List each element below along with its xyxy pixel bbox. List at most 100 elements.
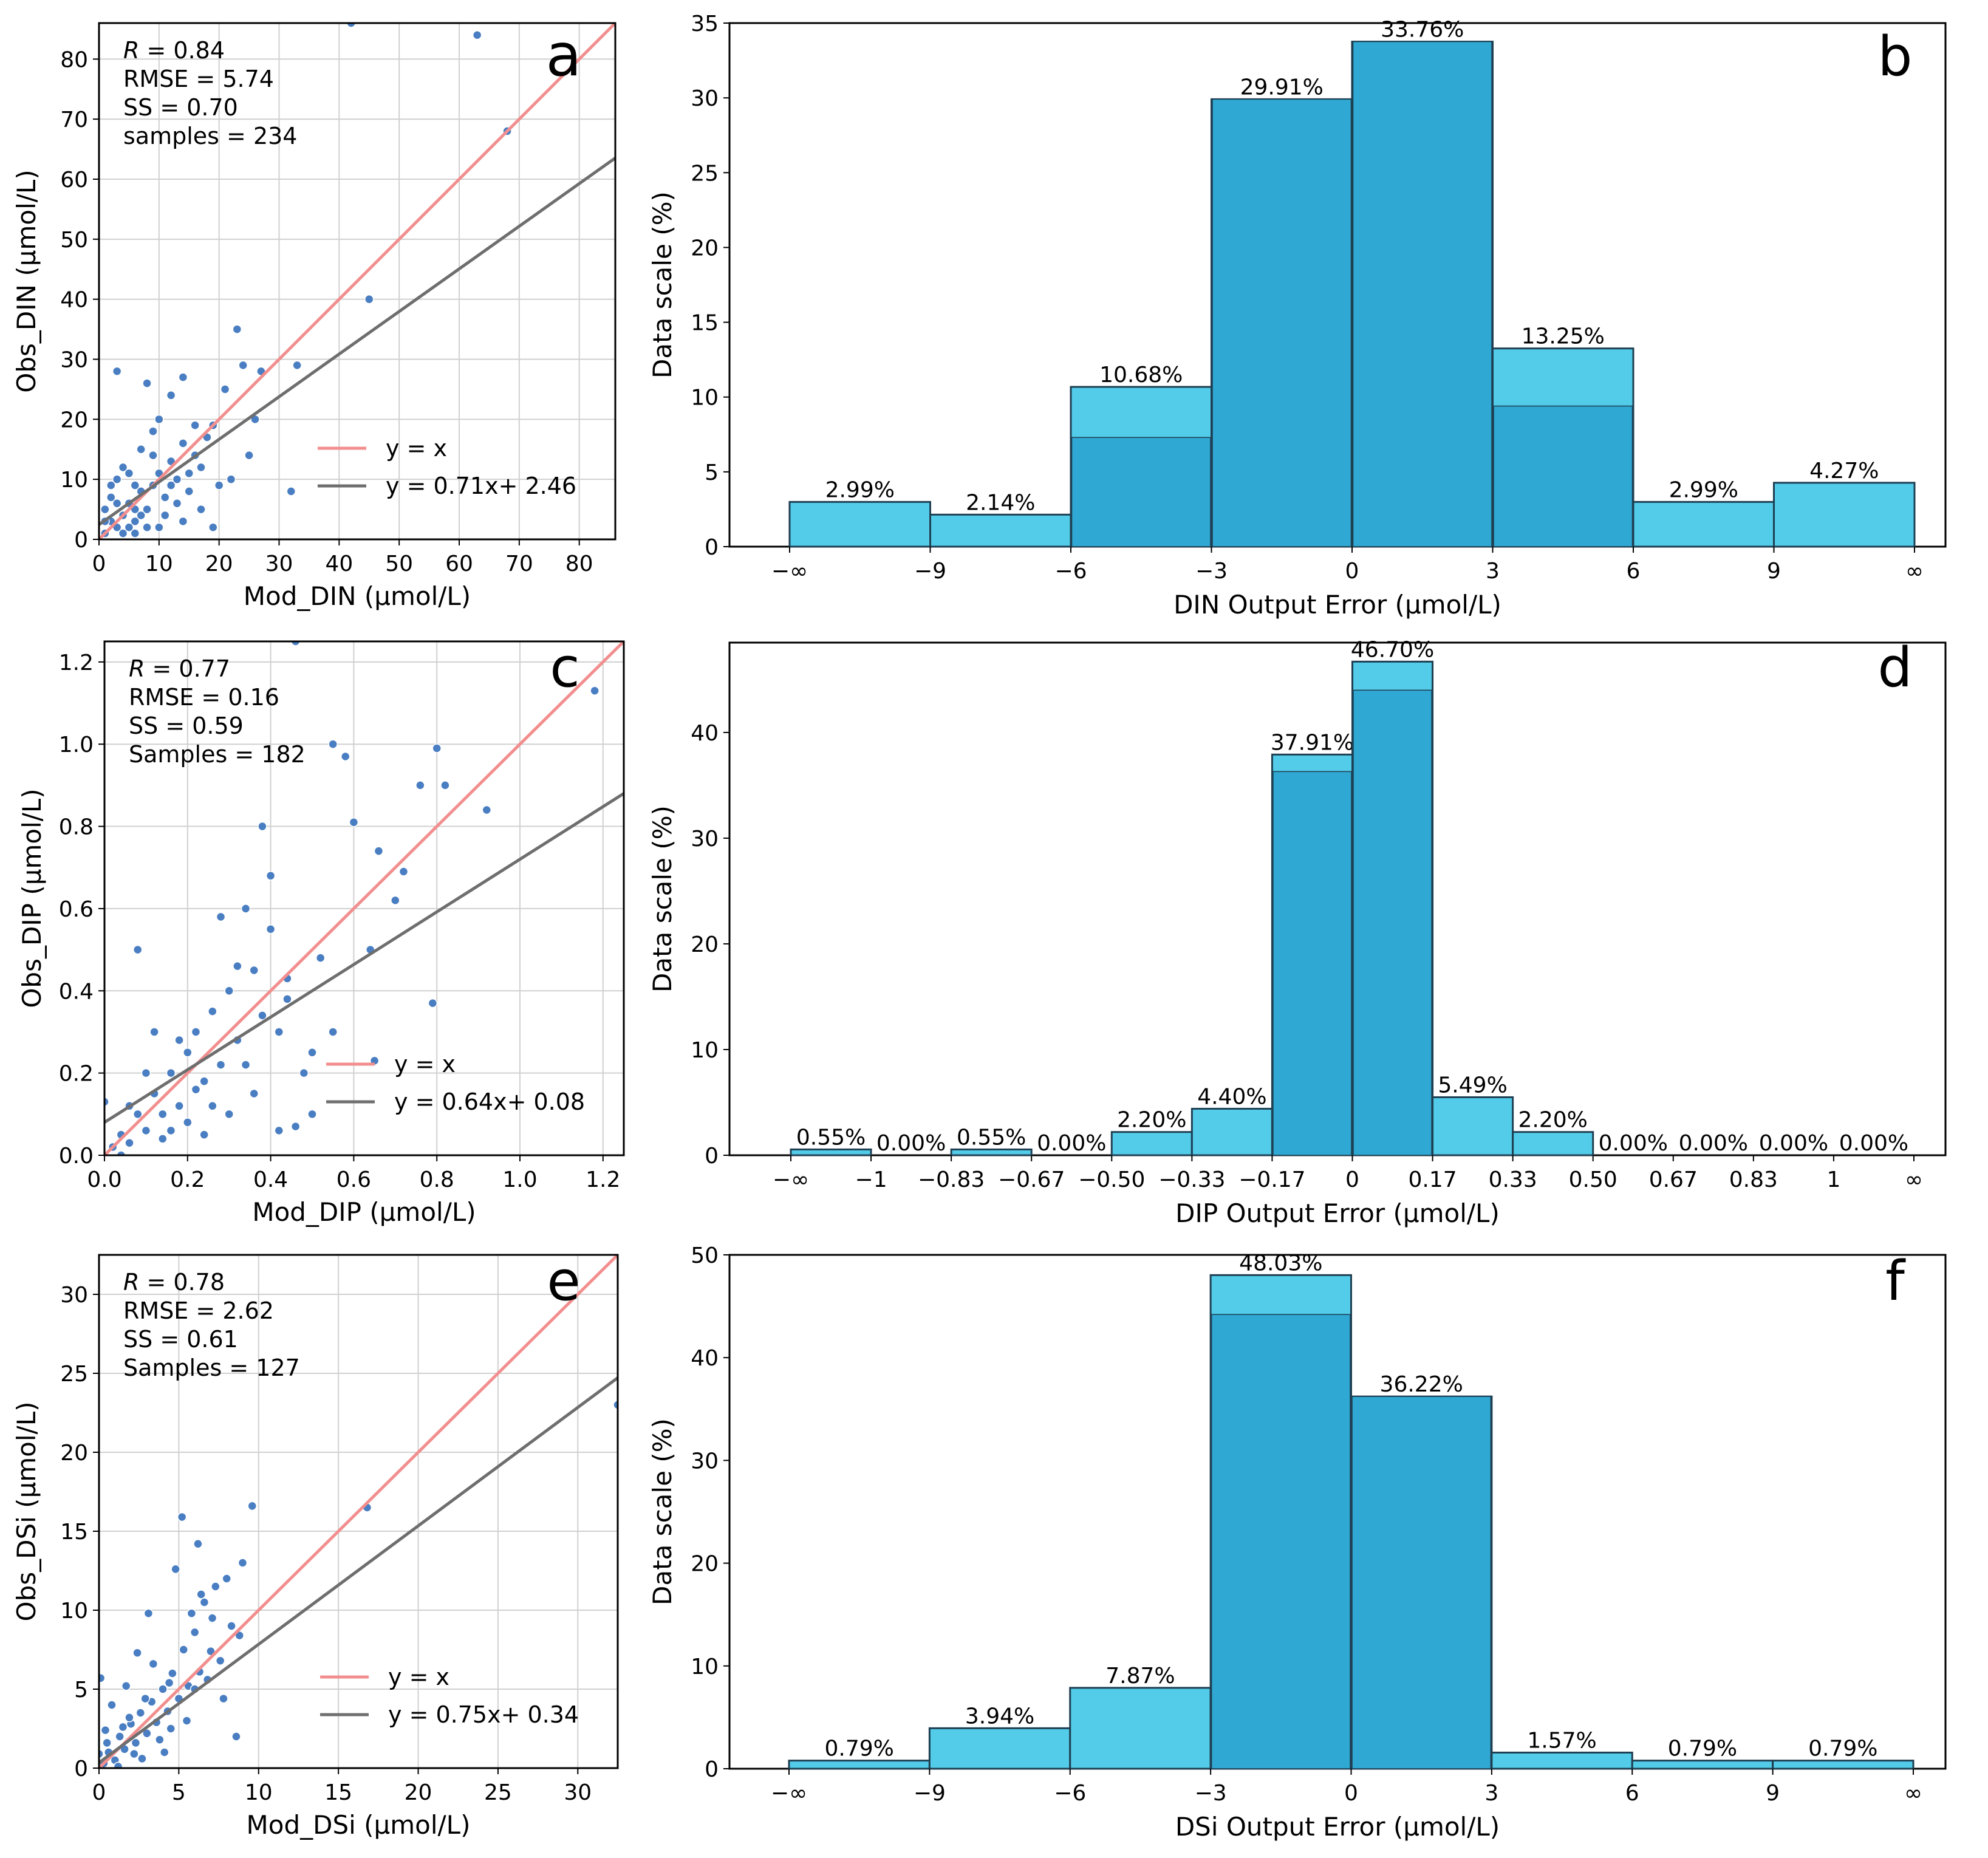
x-tick-label: 1.0 xyxy=(502,1167,537,1192)
fit-line xyxy=(99,1376,618,1764)
y-tick-label: 40 xyxy=(691,1346,719,1371)
scatter-point xyxy=(184,487,194,496)
scatter-point xyxy=(315,953,326,963)
scatter-point xyxy=(208,522,218,532)
scatter-point xyxy=(346,23,356,28)
scatter-point xyxy=(174,1101,184,1111)
scatter-point xyxy=(132,1648,142,1658)
scatter-point xyxy=(112,366,122,377)
y-tick-label: 20 xyxy=(60,1441,88,1466)
scatter-point xyxy=(398,867,409,876)
scatter-point xyxy=(100,504,110,514)
scatter-point xyxy=(118,462,128,473)
scatter-point xyxy=(125,1713,134,1723)
stats-line: RMSE = 5.74 xyxy=(123,66,274,92)
bar-value-label: 0.00% xyxy=(876,1131,946,1156)
stats-text: R = 0.84 RMSE = 5.74 SS = 0.70 samples = 23… xyxy=(123,37,297,149)
bar-value-label: 0.00% xyxy=(1599,1131,1668,1156)
scatter-point xyxy=(158,1109,168,1119)
bar-value-label: 37.91% xyxy=(1271,730,1354,755)
y-tick-label: 20 xyxy=(60,408,88,432)
histogram-bar xyxy=(788,1760,931,1770)
scatter-point xyxy=(258,1011,267,1020)
panel-letter-a: a xyxy=(546,21,582,89)
x-tick-label: 0 xyxy=(1345,559,1359,584)
legend-fit-label: y = 0.71x+ 2.46 xyxy=(386,473,576,499)
x-tick-label: 0.50 xyxy=(1569,1167,1617,1192)
scatter-point xyxy=(168,1668,177,1678)
scatter-point xyxy=(307,1048,317,1057)
histogram-bar xyxy=(1631,1760,1774,1770)
histogram-bar-overlap xyxy=(1272,771,1352,1156)
stats-text: R = 0.77 RMSE = 0.16 SS = 0.59 Samples = 18… xyxy=(129,655,306,768)
scatter-point xyxy=(224,1109,234,1119)
x-tick-label: 6 xyxy=(1627,559,1641,584)
scatter-point xyxy=(216,912,226,922)
x-tick-label: 9 xyxy=(1767,559,1781,584)
scatter-point xyxy=(118,528,128,538)
scatter-point xyxy=(349,818,359,827)
bar-value-label: 7.87% xyxy=(1105,1664,1175,1689)
y-tick-label: 1.0 xyxy=(59,733,94,757)
y-tick-label: 60 xyxy=(60,168,88,193)
bar-value-label: 0.79% xyxy=(1668,1737,1737,1761)
x-tick-label: 0 xyxy=(1345,1167,1359,1192)
x-axis-label: Mod_DIN (μmol/L) xyxy=(244,581,471,611)
panel-f: 010203040500.79%3.94%7.87%48.03%36.22%1.… xyxy=(647,1243,1947,1842)
panel-a: 0 10 20 30 40 50 60 70 80 0 10 20 30 40 50 60 70 80 R = 0.… xyxy=(12,21,617,611)
x-tick-label: 0.6 xyxy=(336,1167,371,1192)
x-tick-label: 40 xyxy=(325,552,353,576)
y-tick-label: 0.0 xyxy=(59,1144,94,1169)
scatter-point xyxy=(178,516,188,527)
scatter-point xyxy=(274,1125,284,1136)
scatter-point xyxy=(215,1656,225,1665)
x-tick-label: 70 xyxy=(505,552,533,576)
y-tick-label: 50 xyxy=(691,1243,719,1268)
x-tick-label: 0 xyxy=(92,1780,106,1805)
histogram-bar-overlap xyxy=(1071,437,1211,547)
x-tick-label: −∞ xyxy=(771,1781,807,1806)
histogram-bar-overlap xyxy=(1211,1314,1351,1769)
histogram-bar-overlap xyxy=(1353,689,1432,1156)
x-tick-label: −0.67 xyxy=(998,1167,1065,1192)
y-tick-label: 15 xyxy=(691,311,719,336)
legend-fit-label: y = 0.64x+ 0.08 xyxy=(394,1088,585,1115)
scatter-point xyxy=(143,1608,154,1618)
x-tick-label: ∞ xyxy=(1905,559,1924,584)
y-tick-label: 0.2 xyxy=(59,1062,94,1087)
scatter-point xyxy=(140,1693,150,1704)
scatter-point xyxy=(428,998,438,1008)
histogram-bar xyxy=(1773,482,1916,548)
scatter-point xyxy=(148,426,158,436)
bar-value-label: 2.99% xyxy=(825,477,895,502)
bar-value-label: 33.76% xyxy=(1381,18,1464,43)
x-tick-label: 0.0 xyxy=(87,1167,121,1192)
y-tick-label: 30 xyxy=(691,827,719,852)
identity-line xyxy=(99,23,615,539)
scatter-point xyxy=(226,474,236,484)
scatter-point xyxy=(196,1590,206,1599)
scatter-point xyxy=(129,1749,139,1759)
y-tick-label: 25 xyxy=(60,1362,88,1387)
scatter-point xyxy=(207,1613,217,1623)
scatter-point xyxy=(208,1006,217,1016)
scatter-point xyxy=(190,420,200,430)
scatter-point xyxy=(183,1118,193,1127)
x-tick-label: 0.4 xyxy=(253,1167,288,1192)
x-tick-label: −9 xyxy=(914,1781,946,1806)
x-axis-label: DIN Output Error (μmol/L) xyxy=(1173,590,1501,620)
x-tick-label: 1 xyxy=(1826,1167,1840,1192)
bar-value-label: 2.14% xyxy=(966,490,1035,515)
scatter-point xyxy=(440,780,450,790)
bar-value-label: 13.25% xyxy=(1522,324,1605,349)
bar-value-label: 0.00% xyxy=(1759,1131,1828,1156)
panel-letter-b: b xyxy=(1877,25,1912,89)
y-tick-label: 10 xyxy=(691,1038,719,1063)
stats-line: SS = 0.61 xyxy=(123,1326,238,1353)
x-tick-label: 10 xyxy=(245,1780,273,1805)
scatter-point xyxy=(193,1539,203,1549)
y-tick-label: 10 xyxy=(691,1655,719,1679)
stats-line: Samples = 182 xyxy=(129,741,306,768)
panel-letter-d: d xyxy=(1877,636,1912,700)
